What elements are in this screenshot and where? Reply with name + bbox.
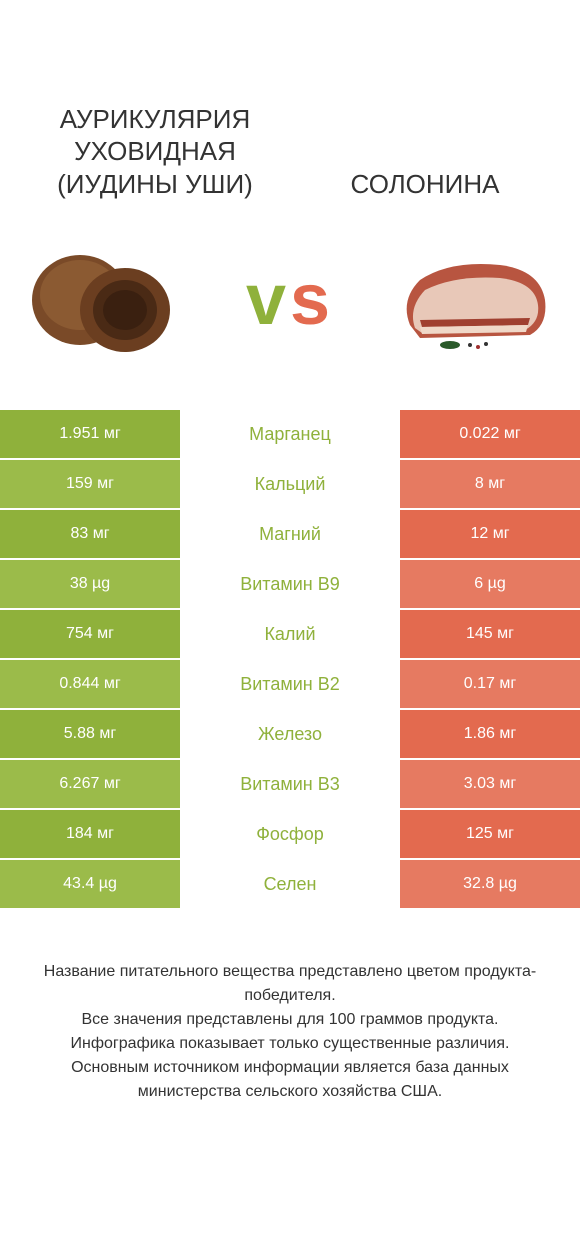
- value-left: 1.951 мг: [0, 410, 180, 460]
- table-row: 0.844 мгВитамин B20.17 мг: [0, 660, 580, 710]
- nutrient-name: Селен: [180, 860, 400, 910]
- footer-line: Основным источником информации является …: [25, 1056, 555, 1104]
- table-row: 38 µgВитамин B96 µg: [0, 560, 580, 610]
- value-left: 83 мг: [0, 510, 180, 560]
- value-left: 0.844 мг: [0, 660, 180, 710]
- footer-line: Название питательного вещества представл…: [25, 960, 555, 1008]
- value-left: 5.88 мг: [0, 710, 180, 760]
- nutrient-name: Магний: [180, 510, 400, 560]
- header: Аурикулярия уховидная (Иудины уши) Солон…: [0, 0, 580, 210]
- nutrient-name: Фосфор: [180, 810, 400, 860]
- table-row: 754 мгКалий145 мг: [0, 610, 580, 660]
- value-right: 32.8 µg: [400, 860, 580, 910]
- nutrient-name: Марганец: [180, 410, 400, 460]
- nutrient-name: Калий: [180, 610, 400, 660]
- footer-line: Все значения представлены для 100 граммо…: [25, 1008, 555, 1032]
- vs-label: vs: [246, 259, 334, 341]
- vs-row: vs: [0, 210, 580, 410]
- food-right-image: [390, 225, 560, 375]
- table-row: 83 мгМагний12 мг: [0, 510, 580, 560]
- table-row: 43.4 µgСелен32.8 µg: [0, 860, 580, 910]
- value-left: 38 µg: [0, 560, 180, 610]
- value-right: 0.17 мг: [400, 660, 580, 710]
- value-right: 8 мг: [400, 460, 580, 510]
- value-right: 3.03 мг: [400, 760, 580, 810]
- nutrient-name: Витамин B9: [180, 560, 400, 610]
- table-row: 159 мгКальций8 мг: [0, 460, 580, 510]
- value-right: 1.86 мг: [400, 710, 580, 760]
- value-right: 125 мг: [400, 810, 580, 860]
- table-row: 1.951 мгМарганец0.022 мг: [0, 410, 580, 460]
- value-left: 184 мг: [0, 810, 180, 860]
- food-right-title: Солонина: [290, 169, 560, 200]
- value-left: 754 мг: [0, 610, 180, 660]
- footer-line: Инфографика показывает только существенн…: [25, 1032, 555, 1056]
- nutrient-name: Кальций: [180, 460, 400, 510]
- nutrient-name: Витамин B3: [180, 760, 400, 810]
- value-right: 6 µg: [400, 560, 580, 610]
- value-right: 12 мг: [400, 510, 580, 560]
- table-row: 5.88 мгЖелезо1.86 мг: [0, 710, 580, 760]
- vs-s-letter: s: [290, 260, 334, 340]
- value-left: 6.267 мг: [0, 760, 180, 810]
- vs-v-letter: v: [246, 260, 290, 340]
- nutrient-table: 1.951 мгМарганец0.022 мг159 мгКальций8 м…: [0, 410, 580, 910]
- value-right: 0.022 мг: [400, 410, 580, 460]
- table-row: 6.267 мгВитамин B33.03 мг: [0, 760, 580, 810]
- value-left: 43.4 µg: [0, 860, 180, 910]
- value-right: 145 мг: [400, 610, 580, 660]
- footer-note: Название питательного вещества представл…: [0, 910, 580, 1124]
- value-left: 159 мг: [0, 460, 180, 510]
- nutrient-name: Витамин B2: [180, 660, 400, 710]
- nutrient-name: Железо: [180, 710, 400, 760]
- table-row: 184 мгФосфор125 мг: [0, 810, 580, 860]
- food-left-image: [20, 225, 190, 375]
- food-left-title: Аурикулярия уховидная (Иудины уши): [20, 103, 290, 201]
